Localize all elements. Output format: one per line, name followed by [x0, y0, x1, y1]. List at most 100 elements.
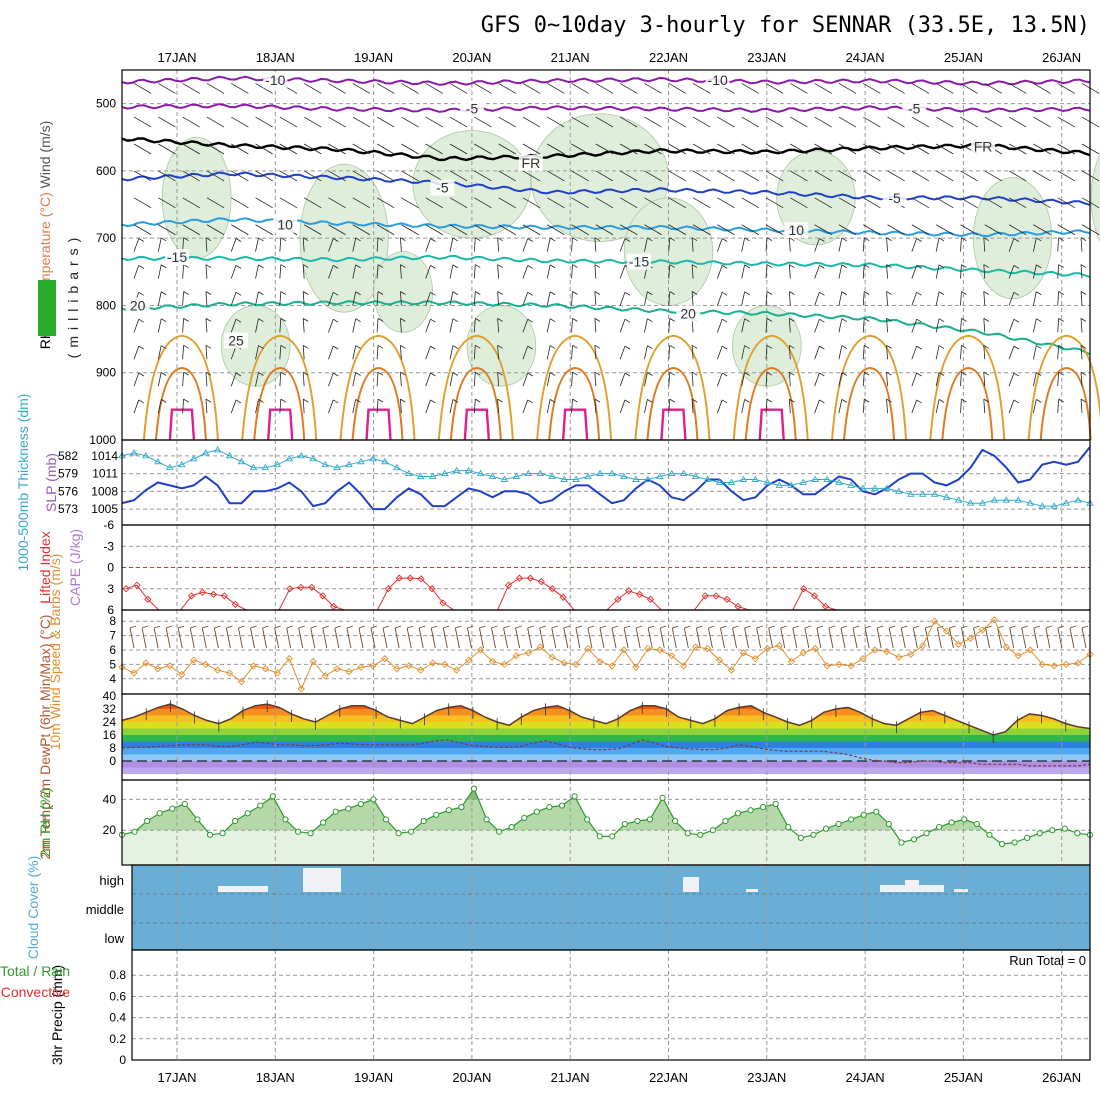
- wind-barb: [838, 237, 843, 252]
- wind-tick: 7: [109, 629, 116, 643]
- wind-barb: [1057, 83, 1071, 91]
- wind10-barb: [732, 627, 737, 649]
- wind-barb: [1069, 177, 1076, 182]
- wind-barb: [340, 90, 346, 94]
- wind-barb: [717, 143, 730, 152]
- wind-barb: [377, 371, 384, 376]
- thickness-tick: 573: [58, 502, 78, 516]
- wind10-barb: [141, 627, 147, 649]
- wind-barb: [841, 372, 848, 376]
- thickness-marker: [632, 475, 640, 482]
- wind-barb: [983, 345, 986, 360]
- wind-barb: [864, 237, 870, 242]
- wind10-barb: [358, 625, 366, 629]
- li-marker: [526, 574, 535, 582]
- wind10-barb: [1033, 625, 1040, 629]
- wind-barb: [425, 265, 431, 279]
- wind-barb: [138, 399, 144, 404]
- wind-barb: [1032, 237, 1037, 252]
- wind-barb: [863, 224, 876, 233]
- wind-barb: [522, 319, 529, 333]
- isotherm-loop: [758, 408, 785, 441]
- wind-barb: [938, 345, 945, 349]
- wind-barb: [205, 399, 208, 414]
- wind-barb: [461, 123, 468, 128]
- temp-band: [122, 722, 1090, 729]
- wind-barb: [498, 224, 511, 233]
- thickness-marker: [488, 472, 497, 479]
- wind-barb: [1057, 399, 1060, 414]
- wind-barb: [425, 319, 431, 333]
- wind-barb: [984, 116, 998, 125]
- rh2m-marker: [206, 831, 214, 838]
- cloud-gap: [218, 886, 268, 892]
- wind-barb: [1008, 238, 1015, 252]
- wind-barb: [425, 292, 431, 306]
- cloud-gap: [683, 877, 699, 892]
- temp-band: [122, 761, 1090, 768]
- rh2m-marker: [408, 828, 415, 835]
- rh2m-marker: [1074, 830, 1081, 837]
- wind-barb: [377, 291, 384, 295]
- wind-barb: [425, 345, 431, 360]
- wind-barb: [624, 291, 631, 296]
- wind-barb: [886, 399, 888, 414]
- wind-barb: [452, 237, 459, 242]
- wind-barb: [1036, 291, 1042, 296]
- wind-barb: [498, 170, 511, 179]
- wind10-barb: [816, 627, 822, 649]
- wind-barb: [741, 197, 755, 206]
- wind-barb: [510, 177, 516, 182]
- wind-barb: [644, 197, 657, 206]
- wind-barb: [1058, 291, 1064, 295]
- rh2m-marker: [986, 831, 993, 838]
- wind10-barb: [828, 625, 836, 629]
- wind-barb: [983, 399, 986, 414]
- wind-barb: [218, 123, 225, 128]
- wind-barb: [595, 170, 609, 179]
- wind-barb: [886, 291, 892, 295]
- wind10-marker: [297, 685, 305, 693]
- thickness-marker: [799, 478, 807, 485]
- wind-barb: [766, 264, 773, 268]
- wind-barb: [279, 345, 282, 360]
- wind-barb: [218, 204, 225, 209]
- thickness-marker: [130, 449, 138, 456]
- wind-barb: [522, 345, 529, 360]
- wind10-barb: [707, 627, 713, 649]
- precip-tick: 0.2: [109, 1032, 126, 1046]
- wind10-marker: [680, 662, 688, 670]
- wind-barb: [850, 204, 857, 209]
- isotherm-loop: [548, 367, 601, 441]
- wind-barb: [691, 264, 694, 279]
- wind-barb: [961, 371, 967, 376]
- wind-barb: [717, 197, 730, 206]
- wind10-marker: [907, 650, 915, 658]
- wind10-marker: [261, 665, 270, 673]
- wind-barb: [972, 231, 978, 236]
- wind-barb: [377, 398, 384, 403]
- wind-barb: [430, 345, 436, 350]
- wind10-barb: [370, 625, 378, 629]
- isotherm-loop: [1039, 367, 1092, 441]
- wind-barb: [802, 150, 808, 155]
- wind10-barb: [1033, 627, 1039, 649]
- wind-barb: [1081, 197, 1095, 206]
- wind-barb: [644, 372, 648, 387]
- wind-barb: [279, 170, 293, 179]
- wind-barb: [790, 197, 803, 206]
- wind-barb: [1058, 344, 1064, 349]
- thickness-marker: [763, 478, 772, 485]
- wind-barb: [717, 238, 723, 252]
- li-marker: [209, 590, 218, 599]
- wind-barb: [875, 204, 881, 209]
- wind-barb: [258, 264, 264, 269]
- wind-barb: [279, 264, 282, 279]
- wind-barb: [449, 224, 463, 233]
- wind-barb: [644, 237, 648, 252]
- wind10-marker: [130, 669, 138, 677]
- thickness-marker: [416, 472, 425, 479]
- wind-barb: [316, 123, 322, 128]
- wind-barb: [741, 237, 745, 252]
- wind-barb: [1081, 83, 1095, 91]
